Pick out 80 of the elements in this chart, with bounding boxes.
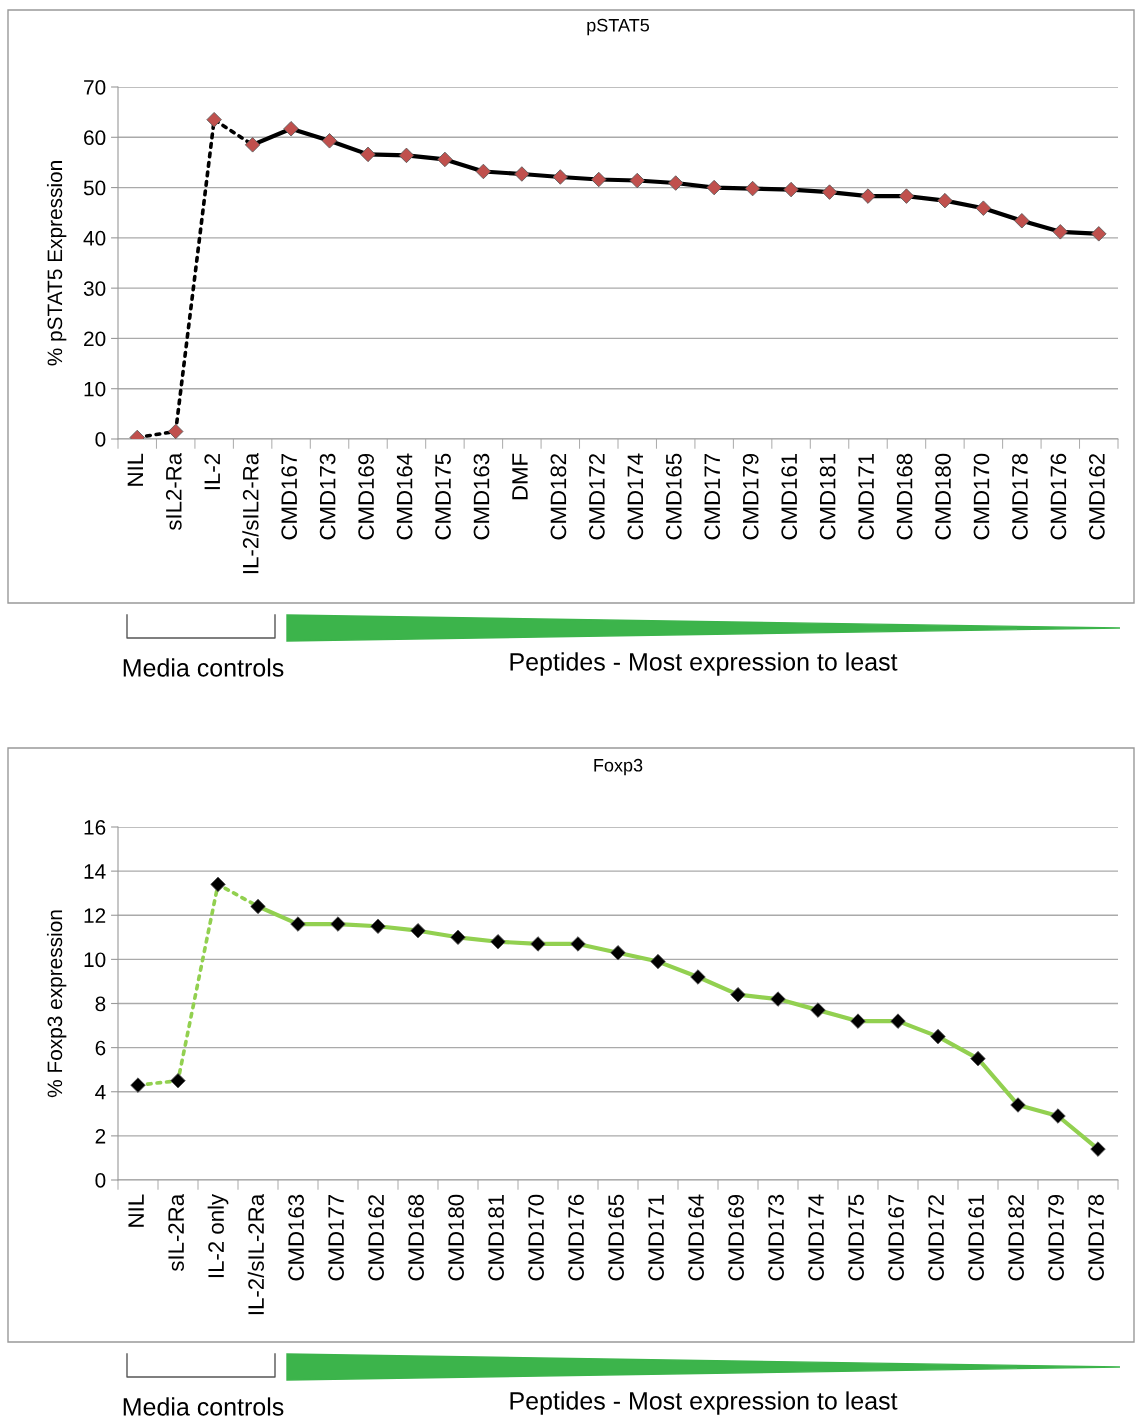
y-tick-label: 10 (84, 381, 106, 397)
x-tick-label: CMD164 (688, 1194, 704, 1281)
y-tick-label: 14 (84, 864, 106, 879)
x-tick-label: CMD181 (819, 453, 836, 540)
x-tick-label: CMD175 (848, 1194, 864, 1281)
x-tick-label: CMD169 (728, 1194, 744, 1281)
x-tick-label: CMD163 (473, 453, 490, 540)
y-tick-label: 2 (95, 1128, 106, 1144)
x-tick-label: CMD177 (328, 1195, 344, 1281)
point (690, 969, 706, 985)
x-tick-label: CMD176 (568, 1194, 584, 1281)
x-tick-label: CMD172 (589, 454, 605, 540)
x-tick-label: sIL2-Ra (165, 452, 182, 531)
x-tick-label: CMD162 (1089, 454, 1105, 540)
x-tick-label: CMD181 (488, 1194, 504, 1281)
x-tick-label: CMD170 (973, 453, 990, 540)
y-tick-label: 30 (83, 281, 106, 296)
y-tick-label: 16 (84, 820, 106, 835)
x-tick-label: CMD165 (665, 453, 682, 540)
y-tick-label: 70 (84, 80, 106, 95)
x-tick-label: CMD169 (358, 453, 374, 540)
x-tick-label: DMF (512, 453, 528, 500)
x-tick-label: IL-2 (204, 454, 220, 490)
x-tick-label: CMD164 (396, 453, 413, 540)
point (570, 936, 586, 952)
x-tick-label: CMD161 (968, 1194, 984, 1281)
x-tick-label: CMD179 (742, 453, 759, 540)
text: Media controls (123, 1397, 284, 1416)
text: Peptides - Most expression to least (510, 652, 898, 676)
x-tick-label: CMD182 (1008, 1195, 1024, 1281)
x-tick-label: CMD182 (550, 454, 567, 540)
x-tick-label: CMD178 (1012, 453, 1028, 540)
y-tick-label: 0 (95, 432, 106, 447)
x-tick-label: CMD178 (1088, 1194, 1104, 1281)
x-tick-label: CMD167 (888, 1195, 904, 1281)
x-tick-label: NIL (128, 1194, 144, 1227)
x-tick-label: CMD180 (448, 1194, 464, 1281)
x-tick-label: NIL (127, 453, 143, 486)
y-tick-label: 10 (84, 952, 106, 968)
x-tick-label: CMD171 (648, 1194, 664, 1281)
point (290, 916, 306, 932)
chart-title: Foxp3 (594, 758, 643, 776)
y-tick-label: 0 (95, 1173, 106, 1188)
x-tick-label: CMD176 (1050, 453, 1067, 540)
point (744, 180, 761, 197)
x-tick-label: CMD174 (627, 453, 644, 540)
x-tick-label: IL-2/sIL2-Ra (242, 452, 259, 574)
y-tick-label: 4 (95, 1084, 106, 1100)
chart-title: pSTAT5 (587, 18, 650, 36)
y-tick-label: 8 (95, 996, 106, 1012)
x-tick-label: CMD161 (781, 453, 798, 540)
x-tick-label: CMD179 (1048, 1194, 1064, 1281)
x-tick-label: IL-2/sIL-2Ra (247, 1193, 264, 1315)
y-tick-label: 50 (83, 180, 106, 196)
x-tick-label: CMD171 (858, 453, 874, 540)
x-tick-label: CMD177 (704, 454, 721, 540)
text: Peptides - Most expression to least (510, 1391, 898, 1415)
x-tick-label: CMD167 (281, 454, 298, 540)
text: Media controls (123, 658, 284, 677)
y-tick-label: 60 (84, 130, 106, 146)
y-axis-title: % Foxp3 expression (46, 910, 67, 1098)
x-tick-label: CMD180 (935, 453, 951, 540)
x-tick-label: CMD163 (288, 1194, 304, 1281)
x-tick-label: CMD162 (368, 1195, 384, 1281)
y-tick-label: 20 (84, 331, 106, 347)
y-axis-title: % pSTAT5 Expression (46, 161, 67, 366)
x-tick-label: sIL-2Ra (168, 1193, 184, 1272)
y-tick-label: 40 (83, 230, 106, 246)
x-tick-label: CMD168 (408, 1194, 424, 1281)
x-tick-label: IL-2 only (207, 1193, 229, 1278)
y-tick-label: 6 (95, 1040, 106, 1056)
x-tick-label: CMD173 (768, 1194, 784, 1281)
x-tick-label: CMD165 (608, 1194, 624, 1281)
x-tick-label: CMD172 (928, 1195, 944, 1281)
x-tick-label: CMD173 (319, 453, 336, 540)
x-tick-label: CMD174 (808, 1194, 824, 1281)
x-tick-label: CMD175 (435, 453, 451, 540)
y-tick-label: 12 (84, 908, 106, 923)
x-tick-label: CMD168 (896, 453, 913, 540)
x-tick-label: CMD170 (528, 1194, 544, 1281)
